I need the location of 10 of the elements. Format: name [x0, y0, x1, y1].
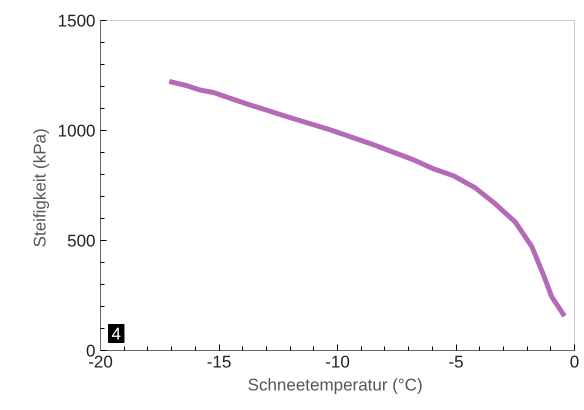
x-tick-label: 0: [570, 352, 580, 372]
y-tick-label: 1500: [58, 12, 96, 30]
x-tick-label: -10: [325, 352, 350, 372]
y-tick-label: 500: [67, 232, 96, 250]
x-tick-label: -5: [448, 352, 464, 372]
x-tick-label: -15: [206, 352, 232, 372]
y-axis-title: Steifigkeit (kPa): [30, 128, 50, 248]
annotation: 4: [112, 324, 121, 344]
x-axis-title: Schneetemperatur (°C): [248, 376, 423, 394]
y-tick-label: 1000: [58, 122, 96, 140]
